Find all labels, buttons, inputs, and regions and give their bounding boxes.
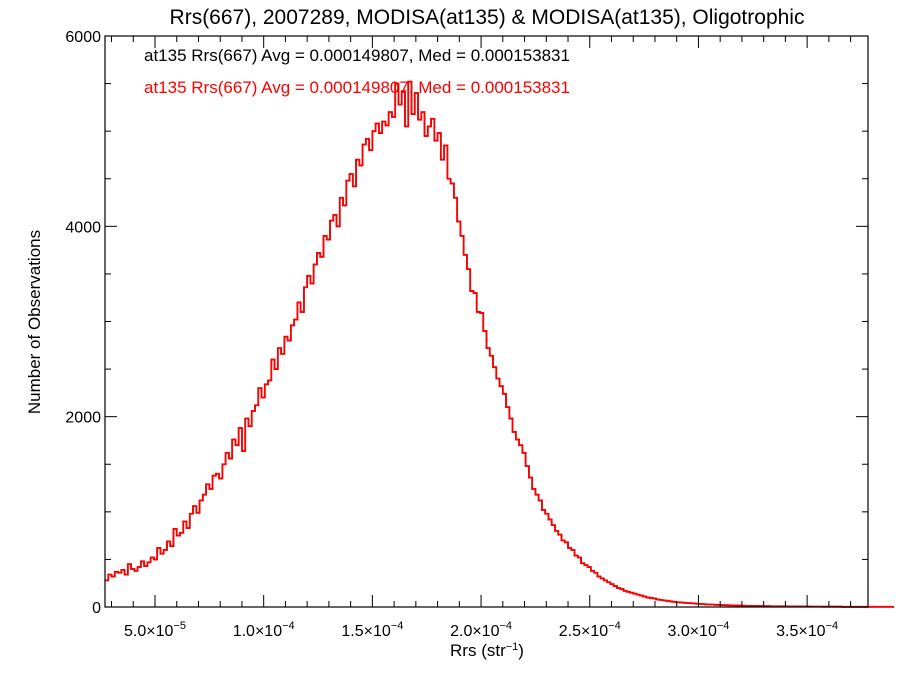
y-tick-label: 6000: [65, 29, 101, 46]
legend: at135 Rrs(667) Avg = 0.000149807, Med = …: [144, 46, 570, 97]
chart-title: Rrs(667), 2007289, MODISA(at135) & MODIS…: [170, 6, 805, 29]
legend-entry-black: at135 Rrs(667) Avg = 0.000149807, Med = …: [144, 46, 570, 65]
x-tick-label: 5.0×10−5: [124, 620, 186, 640]
y-axis-label: Number of Observations: [25, 230, 44, 414]
y-tick-label: 0: [92, 600, 101, 617]
x-tick-label: 2.5×10−4: [559, 620, 621, 640]
y-tick-label: 2000: [65, 410, 101, 427]
x-tick-label: 2.0×10−4: [450, 620, 512, 640]
axes: 5.0×10−5 1.0×10−4 1.5×10−4 2.0×10−4 2.5×10−4…: [65, 29, 869, 640]
x-tick-label: 1.5×10−4: [341, 620, 403, 640]
x-tick-label: 1.0×10−4: [233, 620, 295, 640]
plot-area: [105, 80, 895, 608]
x-tick-label: 3.0×10−4: [667, 620, 729, 640]
y-tick-label: 4000: [65, 219, 101, 236]
histogram-series-2: [105, 80, 895, 608]
x-tick-label: 3.5×10−4: [776, 620, 838, 640]
legend-entry-red: at135 Rrs(667) Avg = 0.000149807, Med = …: [144, 78, 570, 97]
x-axis-label: Rrs (str−1): [450, 641, 524, 660]
